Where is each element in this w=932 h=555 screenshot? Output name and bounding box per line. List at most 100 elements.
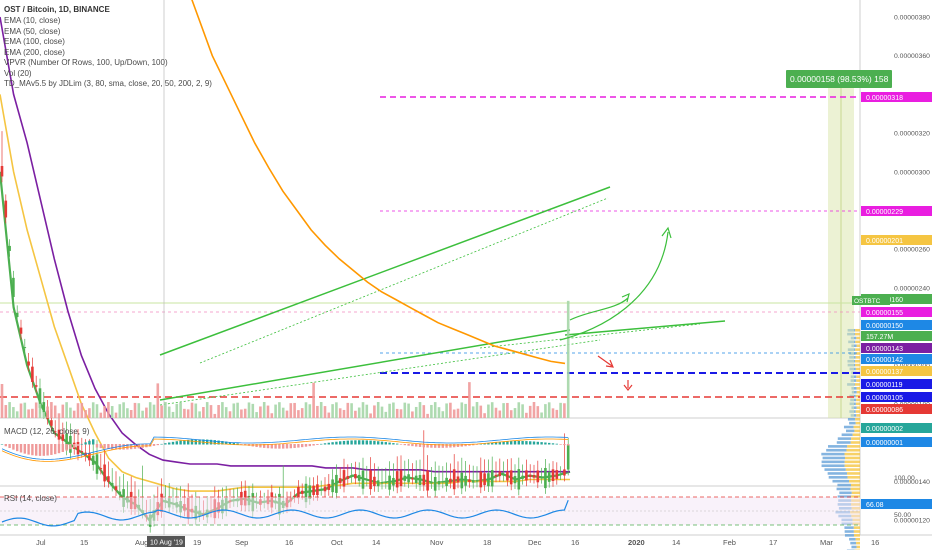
volume-bar	[335, 402, 338, 418]
volume-bar	[396, 409, 399, 418]
volume-bar	[423, 405, 426, 418]
volume-bar	[176, 404, 179, 418]
vpvr-bar	[856, 368, 860, 371]
macd-hist	[510, 441, 512, 444]
vpvr-bar	[851, 484, 860, 487]
candle-body	[533, 475, 536, 478]
vpvr-bar	[849, 538, 856, 541]
vpvr-bar	[854, 526, 860, 529]
volume-bar	[472, 406, 475, 418]
vpvr-bar	[856, 356, 860, 359]
vpvr-bar	[837, 488, 851, 491]
volume-bar	[126, 408, 129, 418]
vpvr-bar	[823, 457, 845, 460]
candle-body	[119, 492, 122, 495]
vpvr-bar	[826, 449, 846, 452]
macd-hist	[176, 441, 178, 444]
macd-hist	[381, 442, 383, 445]
macd-hist	[312, 444, 314, 446]
macd-hist	[301, 444, 303, 447]
indicator-legend-item: EMA (100, close)	[4, 37, 65, 47]
candle-body	[107, 476, 110, 482]
price-tick-label: 0.00000300	[894, 169, 930, 176]
candle-body	[100, 468, 103, 469]
crosshair-date: 10 Aug '19	[150, 540, 183, 547]
volume-bar	[115, 413, 118, 418]
volume-bar	[373, 405, 376, 418]
candle-body	[461, 473, 464, 489]
vpvr-bar	[855, 333, 860, 336]
volume-bar	[271, 413, 274, 418]
macd-hist	[567, 444, 569, 446]
candle-body	[5, 201, 8, 218]
candle-body	[335, 475, 338, 493]
candle-body	[510, 470, 513, 484]
macd-hist	[297, 444, 299, 448]
volume-bar	[464, 404, 467, 418]
volume-bar	[16, 411, 19, 418]
macd-hist	[191, 440, 193, 445]
volume-bar	[293, 403, 296, 418]
candle-body	[552, 469, 555, 481]
macd-hist	[278, 444, 280, 449]
candle-body	[385, 482, 388, 483]
rsi-title: RSI (14, close)	[4, 494, 57, 503]
volume-bar	[468, 382, 471, 418]
volume-bar	[350, 403, 353, 418]
macd-hist	[350, 440, 352, 444]
volume-bar	[31, 409, 34, 418]
vpvr-bar	[852, 492, 860, 495]
price-tick-label: 0.00000380	[894, 15, 930, 22]
volume-bar	[552, 408, 555, 418]
candle-body	[354, 474, 357, 478]
time-tick-label: 16	[285, 538, 293, 547]
volume-bar	[438, 407, 441, 418]
macd-hist	[35, 444, 37, 456]
volume-bar	[544, 404, 547, 418]
time-tick-label: 2020	[628, 538, 645, 547]
volume-bar	[377, 402, 380, 418]
ema-line	[170, 0, 565, 363]
candle-body	[373, 477, 376, 486]
candle-body	[358, 475, 361, 481]
candle-body	[362, 471, 365, 489]
macd-hist	[43, 444, 45, 456]
macd-hist	[556, 444, 558, 445]
candle-body	[457, 476, 460, 482]
price-tag-label: 0.00000150	[866, 323, 903, 330]
vpvr-bar	[822, 464, 845, 467]
candle-body	[480, 472, 483, 488]
volume-bar	[138, 403, 141, 418]
macd-hist	[335, 442, 337, 445]
macd-hist	[445, 444, 447, 448]
macd-hist	[96, 444, 98, 448]
volume-bar	[309, 404, 312, 418]
vpvr-bar	[837, 484, 851, 487]
candle-body	[423, 475, 426, 486]
macd-hist	[396, 444, 398, 445]
candle-body	[559, 474, 562, 475]
macd-hist	[81, 444, 83, 445]
macd-tag-label: 0.00000002	[866, 426, 903, 433]
macd-hist	[111, 444, 113, 449]
macd-hist	[328, 443, 330, 445]
candle-body	[521, 476, 524, 479]
volume-bar	[263, 402, 266, 418]
macd-hist	[540, 442, 542, 444]
volume-bar	[404, 403, 407, 418]
macd-tag-label: 0.00000001	[866, 440, 903, 447]
volume-bar	[442, 411, 445, 418]
candle-body	[1, 166, 4, 176]
volume-bar	[278, 402, 281, 418]
volume-bar	[301, 408, 304, 418]
volume-bar	[521, 404, 524, 418]
time-tick-label: Nov	[430, 538, 444, 547]
candle-body	[115, 486, 118, 490]
volume-bar	[221, 402, 224, 418]
macd-hist	[179, 441, 181, 445]
vpvr-bar	[857, 546, 860, 549]
vpvr-bar	[845, 461, 860, 464]
macd-hist	[92, 439, 94, 444]
volume-bar	[210, 405, 213, 418]
bull-arrow	[560, 232, 668, 340]
